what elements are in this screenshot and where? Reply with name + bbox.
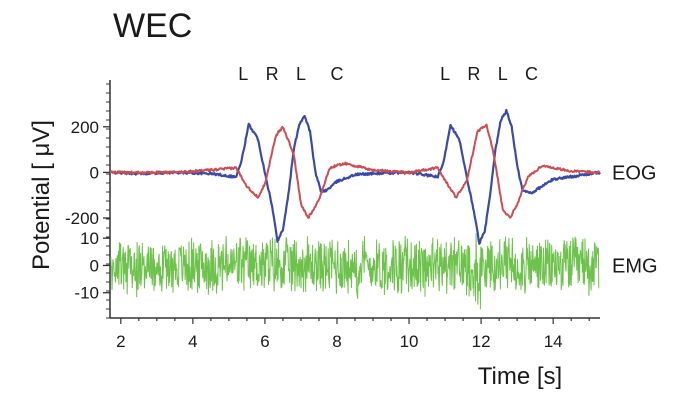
emg-series-group <box>110 232 600 310</box>
eog-y-tick-label: 200 <box>71 118 99 137</box>
x-tick-label: 2 <box>116 332 125 351</box>
eog-series-group <box>109 108 601 245</box>
eog-panel-label: EOG <box>612 162 656 184</box>
y-axis-label: Potential [ μV] <box>28 120 55 270</box>
emg-series-green <box>110 232 600 310</box>
x-axis-label: Time [s] <box>478 363 562 390</box>
emg-y-tick-label: 10 <box>80 229 99 248</box>
eog-y-tick-label: -200 <box>65 209 99 228</box>
x-tick-label: 6 <box>260 332 269 351</box>
eog-y-tick-label: 0 <box>90 163 99 182</box>
x-tick-label: 10 <box>400 332 419 351</box>
emg-panel-label: EMG <box>612 255 658 277</box>
annotation-label: R <box>467 64 480 84</box>
annotation-label: C <box>525 64 538 84</box>
annotation-label: C <box>330 64 343 84</box>
eog-series-blue <box>109 108 601 245</box>
x-tick-label: 4 <box>188 332 197 351</box>
emg-y-tick-label: 0 <box>90 256 99 275</box>
annotation-label: L <box>440 64 450 84</box>
annotation-label: R <box>266 64 279 84</box>
annotation-label: L <box>238 64 248 84</box>
eog-series-red <box>109 123 601 219</box>
x-tick-label: 8 <box>332 332 341 351</box>
annotation-label: L <box>296 64 306 84</box>
annotation-label: L <box>498 64 508 84</box>
chart-title: WEC <box>113 7 192 45</box>
x-tick-label: 12 <box>472 332 491 351</box>
x-tick-label: 14 <box>544 332 563 351</box>
emg-y-tick-label: -10 <box>74 284 99 303</box>
